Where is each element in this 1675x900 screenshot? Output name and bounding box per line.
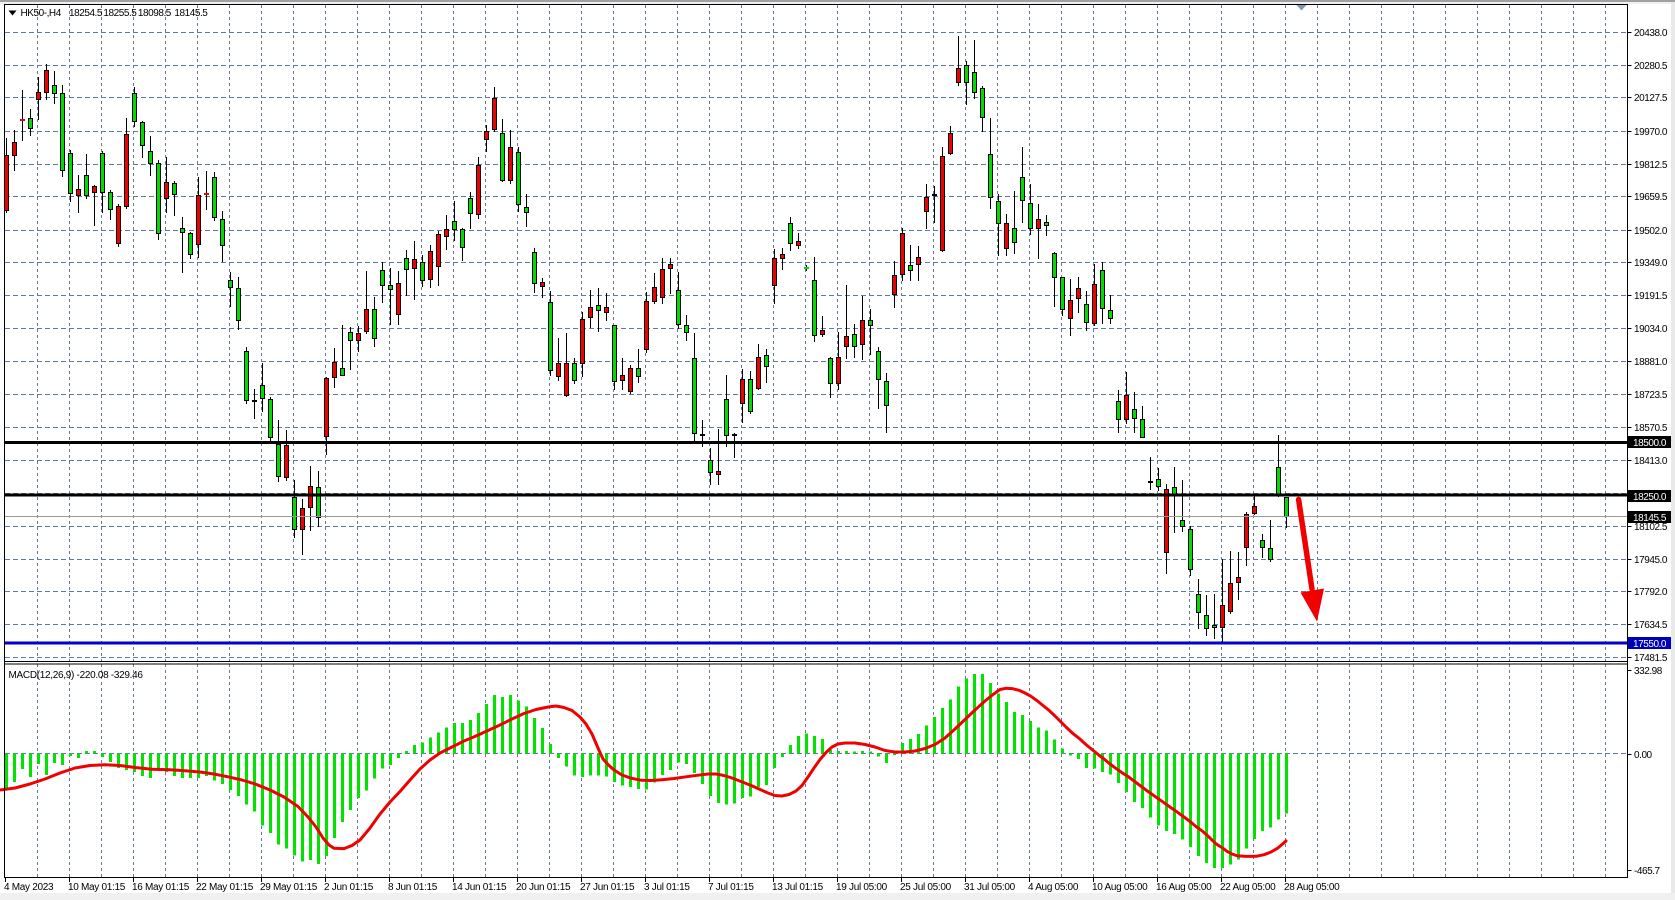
- svg-text:18723.5: 18723.5: [1634, 390, 1668, 401]
- svg-text:17634.5: 17634.5: [1634, 620, 1668, 631]
- svg-text:17945.0: 17945.0: [1634, 555, 1668, 566]
- svg-text:17481.5: 17481.5: [1634, 653, 1668, 664]
- svg-text:19659.5: 19659.5: [1634, 192, 1668, 203]
- svg-text:18145.5: 18145.5: [1633, 513, 1667, 524]
- svg-text:18102.5: 18102.5: [1634, 522, 1668, 533]
- svg-text:8 Jun 01:15: 8 Jun 01:15: [388, 882, 438, 893]
- svg-text:18255.5: 18255.5: [103, 8, 137, 19]
- svg-text:18098.5: 18098.5: [138, 8, 172, 19]
- svg-text:3 Jul 01:15: 3 Jul 01:15: [644, 882, 690, 893]
- svg-text:16 Aug 05:00: 16 Aug 05:00: [1156, 882, 1212, 893]
- svg-text:7 Jul 01:15: 7 Jul 01:15: [708, 882, 754, 893]
- svg-text:2 Jun 01:15: 2 Jun 01:15: [324, 882, 374, 893]
- svg-text:16 May 01:15: 16 May 01:15: [132, 882, 190, 893]
- svg-text:17792.0: 17792.0: [1634, 587, 1668, 598]
- svg-text:19191.5: 19191.5: [1634, 291, 1668, 302]
- svg-text:10 May 01:15: 10 May 01:15: [68, 882, 126, 893]
- svg-text:18500.0: 18500.0: [1633, 438, 1667, 449]
- svg-text:18413.0: 18413.0: [1634, 456, 1668, 467]
- svg-text:14 Jun 01:15: 14 Jun 01:15: [452, 882, 507, 893]
- svg-text:31 Jul 05:00: 31 Jul 05:00: [964, 882, 1016, 893]
- svg-text:20 Jun 01:15: 20 Jun 01:15: [516, 882, 571, 893]
- svg-text:17550.0: 17550.0: [1633, 639, 1667, 650]
- svg-text:28 Aug 05:00: 28 Aug 05:00: [1284, 882, 1340, 893]
- svg-text:18145.5: 18145.5: [174, 8, 208, 19]
- svg-text:19812.5: 19812.5: [1634, 160, 1668, 171]
- svg-text:19502.0: 19502.0: [1634, 226, 1668, 237]
- svg-text:332.98: 332.98: [1634, 666, 1663, 677]
- svg-text:19034.0: 19034.0: [1634, 324, 1668, 335]
- svg-text:MACD(12,26,9) -220.08 -329.46: MACD(12,26,9) -220.08 -329.46: [9, 670, 144, 681]
- svg-text:18570.5: 18570.5: [1634, 423, 1668, 434]
- svg-text:13 Jul 01:15: 13 Jul 01:15: [772, 882, 824, 893]
- svg-text:4 May 2023: 4 May 2023: [4, 882, 54, 893]
- svg-text:4 Aug 05:00: 4 Aug 05:00: [1028, 882, 1079, 893]
- svg-text:-465.7: -465.7: [1634, 866, 1661, 877]
- svg-text:20280.5: 20280.5: [1634, 61, 1668, 72]
- svg-text:18250.0: 18250.0: [1633, 492, 1667, 503]
- svg-text:22 May 01:15: 22 May 01:15: [196, 882, 254, 893]
- svg-text:18881.0: 18881.0: [1634, 357, 1668, 368]
- svg-text:0.00: 0.00: [1634, 750, 1653, 761]
- svg-text:20127.5: 20127.5: [1634, 93, 1668, 104]
- svg-text:19349.0: 19349.0: [1634, 258, 1668, 269]
- svg-text:27 Jun 01:15: 27 Jun 01:15: [580, 882, 635, 893]
- svg-text:25 Jul 05:00: 25 Jul 05:00: [900, 882, 952, 893]
- svg-text:HK50-,H4: HK50-,H4: [21, 8, 62, 19]
- svg-text:18254.5: 18254.5: [69, 8, 103, 19]
- svg-text:19970.0: 19970.0: [1634, 127, 1668, 138]
- svg-text:22 Aug 05:00: 22 Aug 05:00: [1220, 882, 1276, 893]
- svg-text:29 May 01:15: 29 May 01:15: [260, 882, 318, 893]
- svg-text:19 Jul 05:00: 19 Jul 05:00: [836, 882, 888, 893]
- svg-text:20438.0: 20438.0: [1634, 28, 1668, 39]
- svg-text:10 Aug 05:00: 10 Aug 05:00: [1092, 882, 1148, 893]
